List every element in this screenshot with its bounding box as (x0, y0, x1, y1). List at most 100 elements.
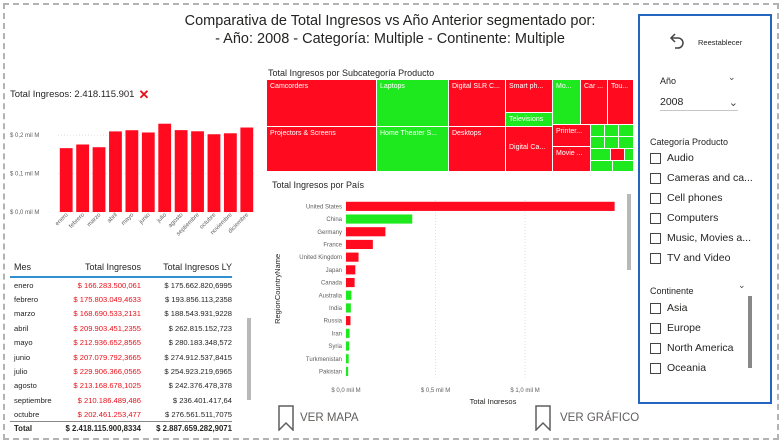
category-option[interactable]: Cameras and ca... (650, 168, 753, 188)
treemap-tile[interactable] (605, 125, 619, 137)
checkbox[interactable] (650, 252, 661, 264)
bar[interactable] (174, 130, 188, 212)
slicer-scrollbar[interactable] (748, 296, 752, 368)
income-ly-cell: $ 262.815.152,723 (168, 323, 232, 333)
category-option[interactable]: TV and Video (650, 248, 753, 268)
treemap-tile[interactable]: Laptops (377, 80, 449, 127)
header-income-ly[interactable]: Total Ingresos LY (163, 262, 232, 272)
checkbox[interactable] (650, 302, 661, 314)
treemap-tile[interactable] (591, 161, 613, 172)
bar[interactable] (346, 214, 413, 224)
continent-option[interactable]: North America (650, 338, 734, 358)
bar[interactable] (109, 131, 122, 212)
bar[interactable] (346, 341, 350, 351)
bar[interactable] (346, 277, 355, 288)
category-option[interactable]: Audio (650, 148, 753, 168)
chevron-down-icon[interactable]: ⌄ (728, 72, 736, 82)
header-income[interactable]: Total Ingresos (84, 262, 141, 272)
bar[interactable] (158, 123, 172, 212)
treemap-tile[interactable]: Movie ... (553, 147, 591, 172)
bar[interactable] (346, 328, 350, 338)
bar[interactable] (92, 147, 106, 212)
bar[interactable] (346, 239, 373, 250)
view-map-button[interactable]: VER MAPA (278, 405, 359, 431)
continent-option[interactable]: Europe (650, 318, 734, 338)
table-row[interactable]: septiembre $ 210.186.489,486 $ 236.401.417… (10, 393, 232, 407)
bar[interactable] (207, 134, 221, 212)
checkbox[interactable] (650, 232, 661, 244)
treemap-tile[interactable]: Home Theater S... (377, 127, 449, 172)
x-tick-label: mayo (121, 212, 136, 227)
view-chart-button[interactable]: VER GRÁFICO (535, 405, 639, 431)
bar[interactable] (346, 252, 359, 262)
checkbox[interactable] (650, 212, 661, 224)
category-option[interactable]: Computers (650, 208, 753, 228)
bar[interactable] (346, 366, 349, 377)
table-row[interactable]: junio $ 207.079.792,3665 $ 274.912.537,841… (10, 350, 232, 364)
table-scrollbar[interactable] (247, 318, 251, 400)
treemap-tile[interactable]: Televisions (506, 113, 553, 127)
year-dropdown[interactable]: 2008 ⌄ (660, 94, 738, 111)
treemap-tile[interactable] (613, 161, 634, 172)
bar[interactable] (125, 130, 139, 212)
treemap-tile[interactable]: Car ... (581, 80, 608, 125)
treemap-tile[interactable] (591, 137, 605, 149)
bar[interactable] (346, 227, 386, 237)
treemap-tile[interactable] (605, 137, 619, 149)
table-row[interactable]: febrero $ 175.803.049,4633 $ 193.856.113,2… (10, 292, 232, 306)
treemap-tile[interactable] (619, 125, 634, 137)
table-row[interactable]: enero $ 166.283.500,061 $ 175.662.820,6995 (10, 278, 232, 292)
bar[interactable] (346, 290, 352, 300)
reset-button[interactable]: Reestablecer (666, 32, 742, 52)
treemap-tile[interactable] (591, 125, 605, 137)
y-tick-label: $ 0,0 mil M (10, 210, 39, 216)
table-row[interactable]: agosto $ 213.168.678,1025 $ 242.376.478,37… (10, 379, 232, 393)
treemap-tile[interactable]: Tou... (608, 80, 634, 125)
checkbox[interactable] (650, 152, 661, 164)
treemap-tile[interactable]: Smart ph... (506, 80, 553, 113)
close-x-icon[interactable]: ✕ (138, 86, 150, 102)
x-tick-label: julio (156, 212, 169, 225)
option-label: TV and Video (667, 252, 731, 264)
continent-option[interactable]: Oceania (650, 358, 734, 378)
bar[interactable] (141, 132, 155, 212)
category-option[interactable]: Music, Movies a... (650, 228, 753, 248)
treemap-tile[interactable]: Mo... (553, 80, 581, 125)
header-month[interactable]: Mes (14, 262, 32, 272)
treemap-tile[interactable] (625, 149, 634, 161)
bar[interactable] (346, 201, 615, 211)
bar[interactable] (346, 354, 349, 364)
chart-scrollbar[interactable] (627, 194, 631, 270)
table-row[interactable]: marzo $ 168.690.533,2131 $ 188.543.931,922… (10, 307, 232, 321)
treemap-tile[interactable] (611, 149, 625, 161)
bar[interactable] (59, 148, 73, 212)
treemap-tile[interactable]: Projectors & Screens (267, 127, 377, 172)
checkbox[interactable] (650, 192, 661, 204)
bar[interactable] (240, 127, 254, 212)
treemap-tile[interactable] (619, 137, 634, 149)
table-row[interactable]: mayo $ 212.936.652,8565 $ 280.183.348,572 (10, 336, 232, 350)
treemap-tile[interactable]: Digital Ca... (506, 127, 553, 172)
bar[interactable] (223, 133, 237, 212)
bar[interactable] (76, 144, 90, 212)
bar[interactable] (346, 316, 351, 326)
checkbox[interactable] (650, 172, 661, 184)
bar[interactable] (346, 265, 356, 275)
treemap-tile[interactable]: Desktops (449, 127, 506, 172)
treemap-tile[interactable]: Digital SLR C... (449, 80, 506, 127)
table-row[interactable]: abril $ 209.903.451,2355 $ 262.815.152,723 (10, 321, 232, 335)
treemap-tile[interactable]: Printer... (553, 125, 591, 147)
category-option[interactable]: Cell phones (650, 188, 753, 208)
table-row[interactable]: julio $ 229.906.366,0565 $ 254.923.219,696… (10, 364, 232, 378)
bar[interactable] (191, 131, 204, 212)
checkbox[interactable] (650, 322, 661, 334)
title-line-2: - Año: 2008 - Categoría: Multiple - Cont… (215, 31, 565, 47)
treemap-tile[interactable] (591, 149, 611, 161)
continent-option[interactable]: Asia (650, 298, 734, 318)
checkbox[interactable] (650, 342, 661, 354)
treemap-tile[interactable]: Camcorders (267, 80, 377, 127)
chevron-down-icon[interactable]: ⌄ (738, 280, 746, 290)
table-row[interactable]: octubre $ 202.461.253,477 $ 276.561.511,70… (10, 408, 232, 422)
checkbox[interactable] (650, 362, 661, 374)
bar[interactable] (346, 303, 351, 313)
